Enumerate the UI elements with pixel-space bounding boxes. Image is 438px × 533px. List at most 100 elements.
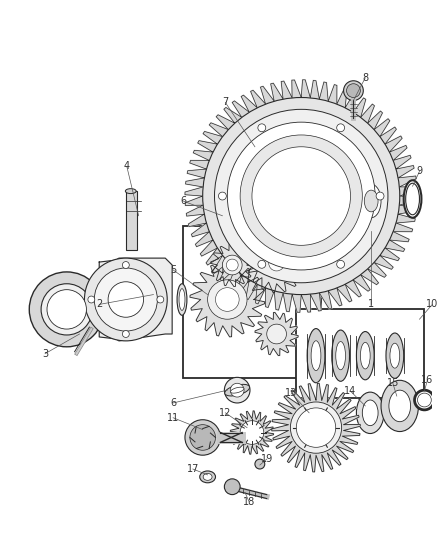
Circle shape bbox=[337, 124, 345, 132]
Ellipse shape bbox=[203, 473, 212, 480]
Ellipse shape bbox=[364, 190, 378, 212]
Text: 2: 2 bbox=[96, 300, 102, 310]
Polygon shape bbox=[185, 80, 417, 312]
Ellipse shape bbox=[404, 180, 421, 217]
Text: 17: 17 bbox=[187, 464, 199, 474]
Ellipse shape bbox=[389, 390, 410, 422]
Text: 10: 10 bbox=[426, 300, 438, 310]
Polygon shape bbox=[230, 411, 274, 454]
Bar bbox=[126, 191, 137, 250]
Ellipse shape bbox=[225, 384, 250, 396]
Circle shape bbox=[417, 393, 431, 407]
Text: 8: 8 bbox=[362, 73, 368, 83]
Circle shape bbox=[29, 272, 104, 347]
Circle shape bbox=[258, 261, 266, 268]
Circle shape bbox=[230, 383, 244, 397]
Circle shape bbox=[185, 419, 220, 455]
Circle shape bbox=[41, 284, 92, 335]
Circle shape bbox=[85, 258, 167, 341]
Circle shape bbox=[346, 84, 360, 98]
Circle shape bbox=[414, 390, 434, 410]
Text: 12: 12 bbox=[219, 408, 232, 418]
Ellipse shape bbox=[332, 330, 350, 381]
Circle shape bbox=[376, 192, 384, 200]
Circle shape bbox=[263, 249, 290, 277]
Text: 13: 13 bbox=[285, 388, 297, 398]
Text: 19: 19 bbox=[261, 454, 273, 464]
Circle shape bbox=[226, 259, 238, 271]
Ellipse shape bbox=[362, 400, 378, 426]
Ellipse shape bbox=[360, 342, 370, 369]
Ellipse shape bbox=[179, 289, 185, 310]
Circle shape bbox=[240, 135, 362, 257]
Circle shape bbox=[224, 479, 240, 495]
Text: 3: 3 bbox=[42, 349, 48, 359]
Circle shape bbox=[203, 98, 400, 295]
Ellipse shape bbox=[200, 471, 215, 483]
Circle shape bbox=[215, 109, 388, 283]
Text: 18: 18 bbox=[243, 497, 255, 506]
Ellipse shape bbox=[357, 392, 384, 433]
Text: 9: 9 bbox=[417, 166, 423, 176]
Text: 7: 7 bbox=[222, 98, 229, 108]
Circle shape bbox=[255, 459, 265, 469]
Text: 6: 6 bbox=[180, 196, 186, 206]
Text: 14: 14 bbox=[344, 386, 357, 396]
Ellipse shape bbox=[381, 381, 418, 432]
Polygon shape bbox=[211, 244, 254, 287]
Circle shape bbox=[223, 255, 242, 275]
Circle shape bbox=[252, 147, 350, 245]
Ellipse shape bbox=[307, 328, 325, 383]
Text: 15: 15 bbox=[387, 378, 399, 388]
Circle shape bbox=[108, 282, 144, 317]
Ellipse shape bbox=[361, 184, 381, 217]
Circle shape bbox=[290, 402, 342, 453]
Polygon shape bbox=[247, 233, 306, 293]
Polygon shape bbox=[99, 258, 172, 341]
Ellipse shape bbox=[311, 341, 321, 370]
Ellipse shape bbox=[406, 183, 420, 215]
Polygon shape bbox=[190, 262, 265, 337]
Circle shape bbox=[296, 408, 336, 447]
Text: 11: 11 bbox=[167, 413, 179, 423]
Circle shape bbox=[122, 330, 129, 337]
Circle shape bbox=[268, 255, 284, 271]
Text: 5: 5 bbox=[170, 265, 176, 275]
Text: 1: 1 bbox=[368, 300, 374, 310]
Circle shape bbox=[157, 296, 164, 303]
Ellipse shape bbox=[125, 189, 136, 193]
Ellipse shape bbox=[224, 211, 240, 220]
Circle shape bbox=[258, 124, 266, 132]
Circle shape bbox=[223, 207, 241, 224]
Circle shape bbox=[343, 81, 363, 100]
Ellipse shape bbox=[390, 343, 400, 368]
Text: 6: 6 bbox=[170, 398, 176, 408]
Circle shape bbox=[190, 425, 215, 450]
Ellipse shape bbox=[217, 208, 247, 223]
Circle shape bbox=[122, 262, 129, 269]
Circle shape bbox=[267, 324, 286, 344]
Circle shape bbox=[216, 200, 248, 231]
Circle shape bbox=[88, 296, 95, 303]
Polygon shape bbox=[255, 312, 298, 356]
Ellipse shape bbox=[336, 342, 346, 370]
Circle shape bbox=[227, 122, 375, 270]
Ellipse shape bbox=[357, 332, 374, 380]
Bar bbox=[296, 309, 424, 398]
Polygon shape bbox=[272, 383, 360, 472]
Circle shape bbox=[240, 421, 264, 445]
Circle shape bbox=[208, 280, 247, 319]
Circle shape bbox=[215, 288, 239, 311]
Circle shape bbox=[47, 289, 86, 329]
Ellipse shape bbox=[230, 387, 244, 393]
Circle shape bbox=[219, 192, 226, 200]
Circle shape bbox=[224, 377, 250, 403]
Bar bbox=[183, 225, 321, 378]
Circle shape bbox=[94, 268, 157, 331]
Text: 4: 4 bbox=[124, 161, 130, 172]
Text: 16: 16 bbox=[421, 375, 434, 385]
Ellipse shape bbox=[357, 176, 386, 225]
Ellipse shape bbox=[177, 284, 187, 316]
Ellipse shape bbox=[386, 333, 404, 378]
Circle shape bbox=[337, 261, 345, 268]
